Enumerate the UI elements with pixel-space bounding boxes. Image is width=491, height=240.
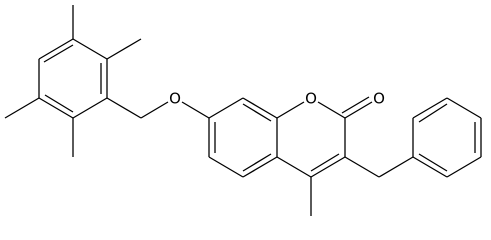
bond: [310, 153, 340, 172]
bond: [208, 156, 244, 178]
bond: [412, 156, 448, 178]
bond: [412, 97, 448, 119]
bond: [242, 97, 278, 119]
bond: [38, 97, 74, 119]
bond: [242, 153, 272, 172]
structure-diagram: O O O: [4, 5, 482, 216]
bond: [43, 44, 74, 63]
bond: [106, 38, 142, 60]
bond: [276, 101, 305, 119]
bond: [242, 103, 272, 122]
bond: [276, 156, 312, 178]
bond: [310, 156, 346, 178]
bond: [72, 97, 108, 119]
bond: [446, 156, 482, 178]
atom-label: O: [305, 90, 317, 108]
bond: [38, 38, 74, 60]
bond: [140, 101, 169, 119]
bond: [106, 97, 142, 119]
atom-label: O: [373, 90, 385, 108]
bond: [418, 103, 448, 123]
bond: [341, 96, 370, 114]
bond: [4, 97, 40, 119]
bond: [446, 97, 482, 119]
bond: [181, 101, 210, 119]
bonds: [4, 5, 482, 216]
bond: [72, 38, 108, 60]
bond: [344, 156, 380, 178]
bond: [44, 94, 74, 113]
bond: [418, 153, 448, 172]
bond: [208, 97, 244, 119]
bond: [344, 101, 373, 119]
bond: [317, 101, 346, 119]
bond: [378, 156, 414, 178]
bond: [242, 156, 278, 178]
atom-label: O: [169, 90, 181, 108]
